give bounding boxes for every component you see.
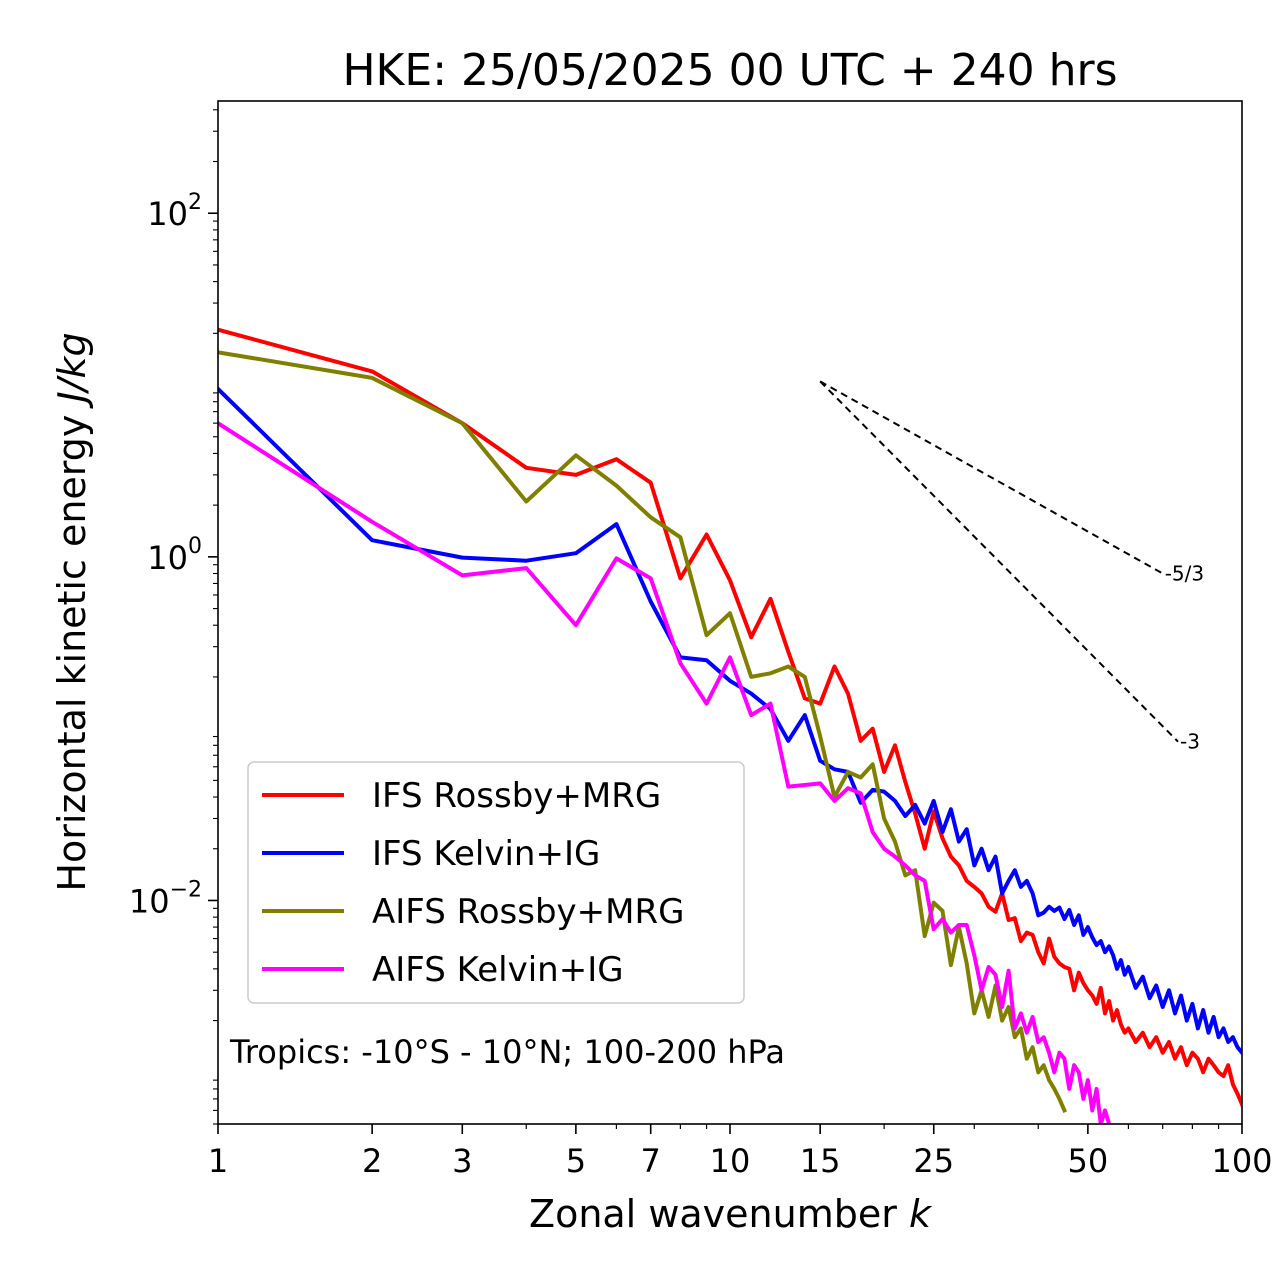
x-tick-label: 25 <box>913 1142 954 1180</box>
x-axis-title: Zonal wavenumber k <box>529 1192 933 1236</box>
x-tick-label: 2 <box>362 1142 382 1180</box>
y-tick-label: 100 <box>147 534 202 577</box>
reference-line-1 <box>819 380 1179 743</box>
y-axis-title: Horizontal kinetic energy J/kg <box>50 332 94 891</box>
reference-lines: -5/3 -3 <box>819 380 1204 754</box>
legend-label: IFS Rossby+MRG <box>372 776 661 816</box>
x-tick-label: 10 <box>710 1142 751 1180</box>
y-tick-label: 10−2 <box>129 877 202 920</box>
y-tick-exponent: −2 <box>170 877 202 902</box>
y-tick-label: 102 <box>147 190 202 233</box>
legend-box <box>247 761 745 1004</box>
series-line-0 <box>218 327 1242 1108</box>
region-annotation: Tropics: -10°S - 10°N; 100-200 hPa <box>229 1033 785 1071</box>
legend-label: IFS Kelvin+IG <box>372 834 600 874</box>
y-tick-base: 10 <box>147 539 188 577</box>
legend-label: AIFS Rossby+MRG <box>372 892 684 932</box>
x-tick-label: 1 <box>208 1142 228 1180</box>
reference-line-label: -5/3 <box>1165 561 1204 585</box>
x-axis-ticks: 1 2 3 5 7 10 15 25 50 100 <box>208 1124 1273 1180</box>
x-axis-title-text: Zonal wavenumber <box>529 1192 897 1236</box>
legend-label: AIFS Kelvin+IG <box>372 950 624 990</box>
series-line-3 <box>218 420 1112 1124</box>
y-axis-title-text: Horizontal kinetic energy <box>50 415 94 892</box>
chart-title: HKE: 25/05/2025 00 UTC + 240 hrs <box>342 45 1117 96</box>
x-tick-label: 5 <box>566 1142 586 1180</box>
y-tick-base: 10 <box>129 882 170 920</box>
series-line-1 <box>218 386 1242 1056</box>
x-tick-label: 50 <box>1068 1142 1109 1180</box>
x-axis-title-var: k <box>909 1192 933 1236</box>
series-layer <box>218 327 1242 1124</box>
y-tick-exponent: 0 <box>188 534 202 559</box>
series-line-2 <box>218 350 1068 1114</box>
reference-line-label: -3 <box>1180 730 1200 754</box>
y-tick-exponent: 2 <box>188 190 202 215</box>
legend: IFS Rossby+MRG IFS Kelvin+IG AIFS Rossby+M… <box>247 761 745 1004</box>
y-tick-base: 10 <box>147 195 188 233</box>
x-tick-label: 3 <box>452 1142 472 1180</box>
y-axis-title-unit: J/kg <box>50 332 94 409</box>
x-tick-label: 100 <box>1211 1142 1272 1180</box>
reference-line-0 <box>819 380 1164 575</box>
x-tick-label: 7 <box>641 1142 661 1180</box>
x-tick-label: 15 <box>800 1142 841 1180</box>
